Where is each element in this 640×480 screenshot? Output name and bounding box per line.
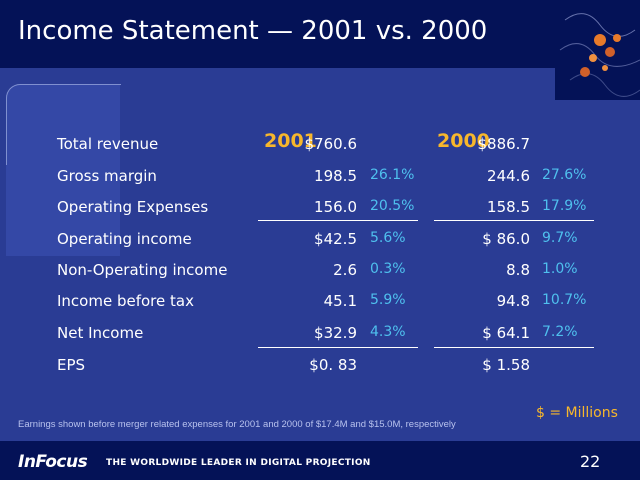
year-2001-header: 2001 (264, 130, 317, 152)
subtotal-rule-2001 (258, 220, 418, 221)
value-2000: 94.8 (496, 292, 530, 310)
value-2001: 2.6 (333, 261, 357, 279)
row-label: Total revenue (57, 135, 159, 153)
row-label: Gross margin (57, 167, 157, 185)
row-label: Income before tax (57, 292, 194, 310)
table-row-eps: EPS $0. 83 $ 1.58 (0, 356, 640, 382)
value-2000: $ 64.1 (482, 324, 530, 342)
table-row-non-operating-income: Non-Operating income 2.6 0.3% 8.8 1.0% (0, 261, 640, 287)
infocus-logo: InFocus (18, 452, 88, 472)
percent-2001: 5.6% (370, 230, 406, 246)
percent-2001: 4.3% (370, 324, 406, 340)
value-2000: 244.6 (487, 167, 530, 185)
subtotal-rule-2000 (434, 220, 594, 221)
value-2001: 198.5 (314, 167, 357, 185)
footnote: Earnings shown before merger related exp… (18, 419, 456, 430)
units-note: $ = Millions (536, 405, 618, 421)
footer-bar (0, 441, 640, 480)
title-bar (0, 0, 640, 68)
value-2000: 8.8 (506, 261, 530, 279)
percent-2000: 10.7% (542, 292, 587, 308)
page-number: 22 (580, 452, 601, 471)
total-rule-2000 (434, 347, 594, 348)
total-rule-2001 (258, 347, 418, 348)
value-2001: $760.6 (304, 135, 358, 153)
slide-title: Income Statement — 2001 vs. 2000 (18, 16, 488, 46)
value-2001: $32.9 (314, 324, 357, 342)
percent-2000: 9.7% (542, 230, 578, 246)
value-2001: $0. 83 (309, 356, 357, 374)
value-2000: $ 1.58 (482, 356, 530, 374)
row-label: EPS (57, 356, 86, 374)
value-2000: $ 86.0 (482, 230, 530, 248)
percent-2001: 20.5% (370, 198, 415, 214)
value-2001: $42.5 (314, 230, 357, 248)
side-panel-border (6, 84, 121, 165)
percent-2001: 5.9% (370, 292, 406, 308)
row-label: Operating income (57, 230, 192, 248)
table-row-gross-margin: Gross margin 198.5 26.1% 244.6 27.6% (0, 167, 640, 193)
percent-2000: 27.6% (542, 167, 587, 183)
value-2000: 158.5 (487, 198, 530, 216)
table-row-net-income: Net Income $32.9 4.3% $ 64.1 7.2% (0, 324, 640, 350)
percent-2000: 1.0% (542, 261, 578, 277)
decorative-pattern-image (555, 0, 640, 100)
value-2001: 156.0 (314, 198, 357, 216)
value-2000: $886.7 (477, 135, 531, 153)
table-row-operating-income: Operating income $42.5 5.6% $ 86.0 9.7% (0, 230, 640, 256)
row-label: Operating Expenses (57, 198, 209, 216)
table-row-total-revenue: Total revenue $760.6 $886.7 (0, 135, 640, 161)
value-2001: 45.1 (323, 292, 357, 310)
table-row-income-before-tax: Income before tax 45.1 5.9% 94.8 10.7% (0, 292, 640, 318)
percent-2000: 17.9% (542, 198, 587, 214)
percent-2001: 26.1% (370, 167, 415, 183)
row-label: Net Income (57, 324, 144, 342)
row-label: Non-Operating income (57, 261, 228, 279)
company-tagline: THE WORLDWIDE LEADER IN DIGITAL PROJECTI… (106, 458, 371, 468)
percent-2000: 7.2% (542, 324, 578, 340)
table-row-operating-expenses: Operating Expenses 156.0 20.5% 158.5 17.… (0, 198, 640, 224)
year-2000-header: 2000 (437, 130, 490, 152)
side-panel (6, 84, 120, 256)
percent-2001: 0.3% (370, 261, 406, 277)
